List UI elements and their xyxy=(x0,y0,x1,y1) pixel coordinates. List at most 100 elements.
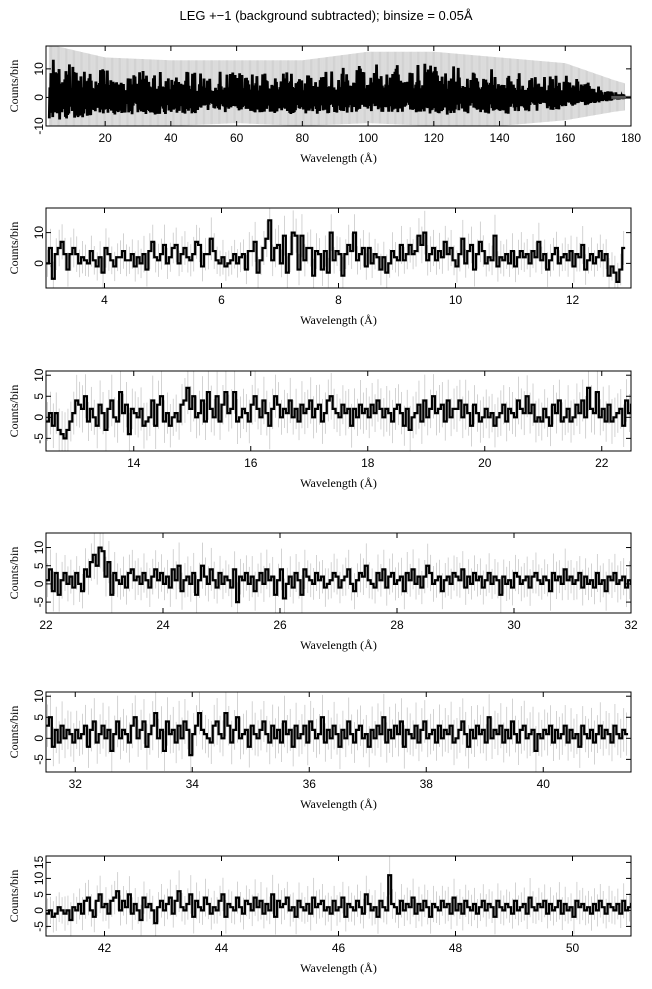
histogram-line xyxy=(46,874,631,925)
x-tick-label: 48 xyxy=(449,941,463,955)
y-ticks xyxy=(46,232,631,264)
chart-panel-5: 32 34 36 38 40 -5 0 5 10 Wavelength (Å) Counts/bin xyxy=(7,689,632,811)
y-tick-label: 0 xyxy=(32,94,46,101)
plot-frame xyxy=(45,370,632,452)
plot-area xyxy=(46,856,631,936)
y-tick-label: 0 xyxy=(32,260,46,267)
plot-area xyxy=(46,208,626,288)
x-tick-label: 42 xyxy=(98,941,112,955)
y-axis-label: Counts/bin xyxy=(7,547,21,600)
x-tick-label: 36 xyxy=(303,777,317,791)
x-ticks xyxy=(104,46,632,126)
x-tick-label: 28 xyxy=(390,618,404,632)
x-tick-label: 44 xyxy=(215,941,229,955)
x-ticks xyxy=(74,692,544,772)
x-tick-label: 10 xyxy=(449,293,463,307)
x-tick-label: 26 xyxy=(273,618,287,632)
histogram-line xyxy=(46,386,631,440)
plot-area xyxy=(46,692,629,772)
x-tick-label: 38 xyxy=(420,777,434,791)
x-tick-label: 160 xyxy=(555,131,575,145)
x-tick-label: 40 xyxy=(164,131,178,145)
chart-panel-4: 22 24 26 28 30 32 -5 0 5 10 Wavelength (Å) Counts/b… xyxy=(7,532,638,652)
y-tick-label: 0 xyxy=(32,580,46,587)
chart-panel-6: 42 44 46 48 50 -5 0 5 10 15 Wavelength (Å) Counts/b… xyxy=(7,855,632,975)
x-tick-label: 40 xyxy=(537,777,551,791)
x-ticks xyxy=(104,208,573,288)
x-ticks xyxy=(104,856,573,936)
y-tick-label: 10 xyxy=(32,689,46,703)
x-axis-label: Wavelength (Å) xyxy=(300,797,377,811)
x-tick-label: 8 xyxy=(335,293,342,307)
x-axis-label: Wavelength (Å) xyxy=(300,961,377,975)
y-tick-label: 5 xyxy=(32,562,46,569)
y-axis-label: Counts/bin xyxy=(7,222,21,275)
x-tick-label: 60 xyxy=(230,131,244,145)
y-tick-label: 10 xyxy=(32,871,46,885)
x-tick-label: 22 xyxy=(39,618,53,632)
plot-frame xyxy=(45,855,632,937)
x-tick-label: 14 xyxy=(127,456,141,470)
y-ticks xyxy=(46,547,631,603)
y-tick-label: -5 xyxy=(32,754,46,765)
plot-frame xyxy=(45,207,632,289)
plot-area xyxy=(47,46,631,126)
plot-frame xyxy=(45,45,632,127)
x-tick-label: 100 xyxy=(358,131,378,145)
x-tick-label: 20 xyxy=(98,131,112,145)
x-tick-label: 50 xyxy=(566,941,580,955)
plot-area xyxy=(46,533,631,613)
histogram-line xyxy=(46,711,629,757)
y-tick-label: 5 xyxy=(32,714,46,721)
x-tick-label: 80 xyxy=(296,131,310,145)
y-tick-label: -5 xyxy=(32,596,46,607)
y-tick-label: 10 xyxy=(32,62,46,76)
chart-panel-3: 14 16 18 20 22 -5 0 5 10 Wavelength (Å) Counts/bin xyxy=(7,368,632,490)
plot-area xyxy=(46,371,631,451)
y-tick-label: 10 xyxy=(32,226,46,240)
x-tick-label: 22 xyxy=(595,456,609,470)
x-tick-label: 180 xyxy=(621,131,641,145)
y-axis-label: Counts/bin xyxy=(7,60,21,113)
x-tick-label: 30 xyxy=(507,618,521,632)
y-tick-label: 10 xyxy=(32,368,46,382)
histogram-line xyxy=(46,546,631,604)
x-tick-label: 4 xyxy=(101,293,108,307)
x-tick-label: 6 xyxy=(218,293,225,307)
x-axis-label: Wavelength (Å) xyxy=(300,638,377,652)
x-tick-label: 12 xyxy=(566,293,580,307)
x-tick-label: 24 xyxy=(156,618,170,632)
x-tick-label: 20 xyxy=(478,456,492,470)
histogram-line xyxy=(47,59,627,120)
x-axis-label: Wavelength (Å) xyxy=(300,151,377,165)
y-tick-label: 5 xyxy=(32,891,46,898)
y-tick-label: -5 xyxy=(32,433,46,444)
y-ticks xyxy=(46,68,631,127)
chart-panel-1: 20 40 60 80 100 120 140 160 180 -10 0 10 Wavelength … xyxy=(7,45,641,165)
y-tick-label: 0 xyxy=(32,735,46,742)
x-axis-label: Wavelength (Å) xyxy=(300,476,377,490)
x-axis-label: Wavelength (Å) xyxy=(300,313,377,327)
y-tick-label: 10 xyxy=(32,541,46,555)
x-tick-label: 32 xyxy=(624,618,638,632)
x-tick-label: 46 xyxy=(332,941,346,955)
plot-frame xyxy=(45,691,632,773)
y-tick-label: 5 xyxy=(32,393,46,400)
figure-title: LEG +−1 (background subtracted); binsize… xyxy=(179,8,473,23)
y-axis-label: Counts/bin xyxy=(7,385,21,438)
x-tick-label: 16 xyxy=(244,456,258,470)
y-tick-label: -5 xyxy=(32,921,46,932)
y-tick-label: 0 xyxy=(32,414,46,421)
x-ticks xyxy=(45,533,632,613)
x-tick-label: 32 xyxy=(69,777,83,791)
y-tick-label: 15 xyxy=(32,855,46,869)
x-tick-label: 120 xyxy=(424,131,444,145)
y-axis-label: Counts/bin xyxy=(7,706,21,759)
x-ticks xyxy=(133,371,603,451)
histogram-line xyxy=(46,219,626,283)
plot-frame xyxy=(45,532,632,614)
x-tick-label: 34 xyxy=(186,777,200,791)
x-tick-label: 18 xyxy=(361,456,375,470)
y-ticks xyxy=(46,374,631,439)
